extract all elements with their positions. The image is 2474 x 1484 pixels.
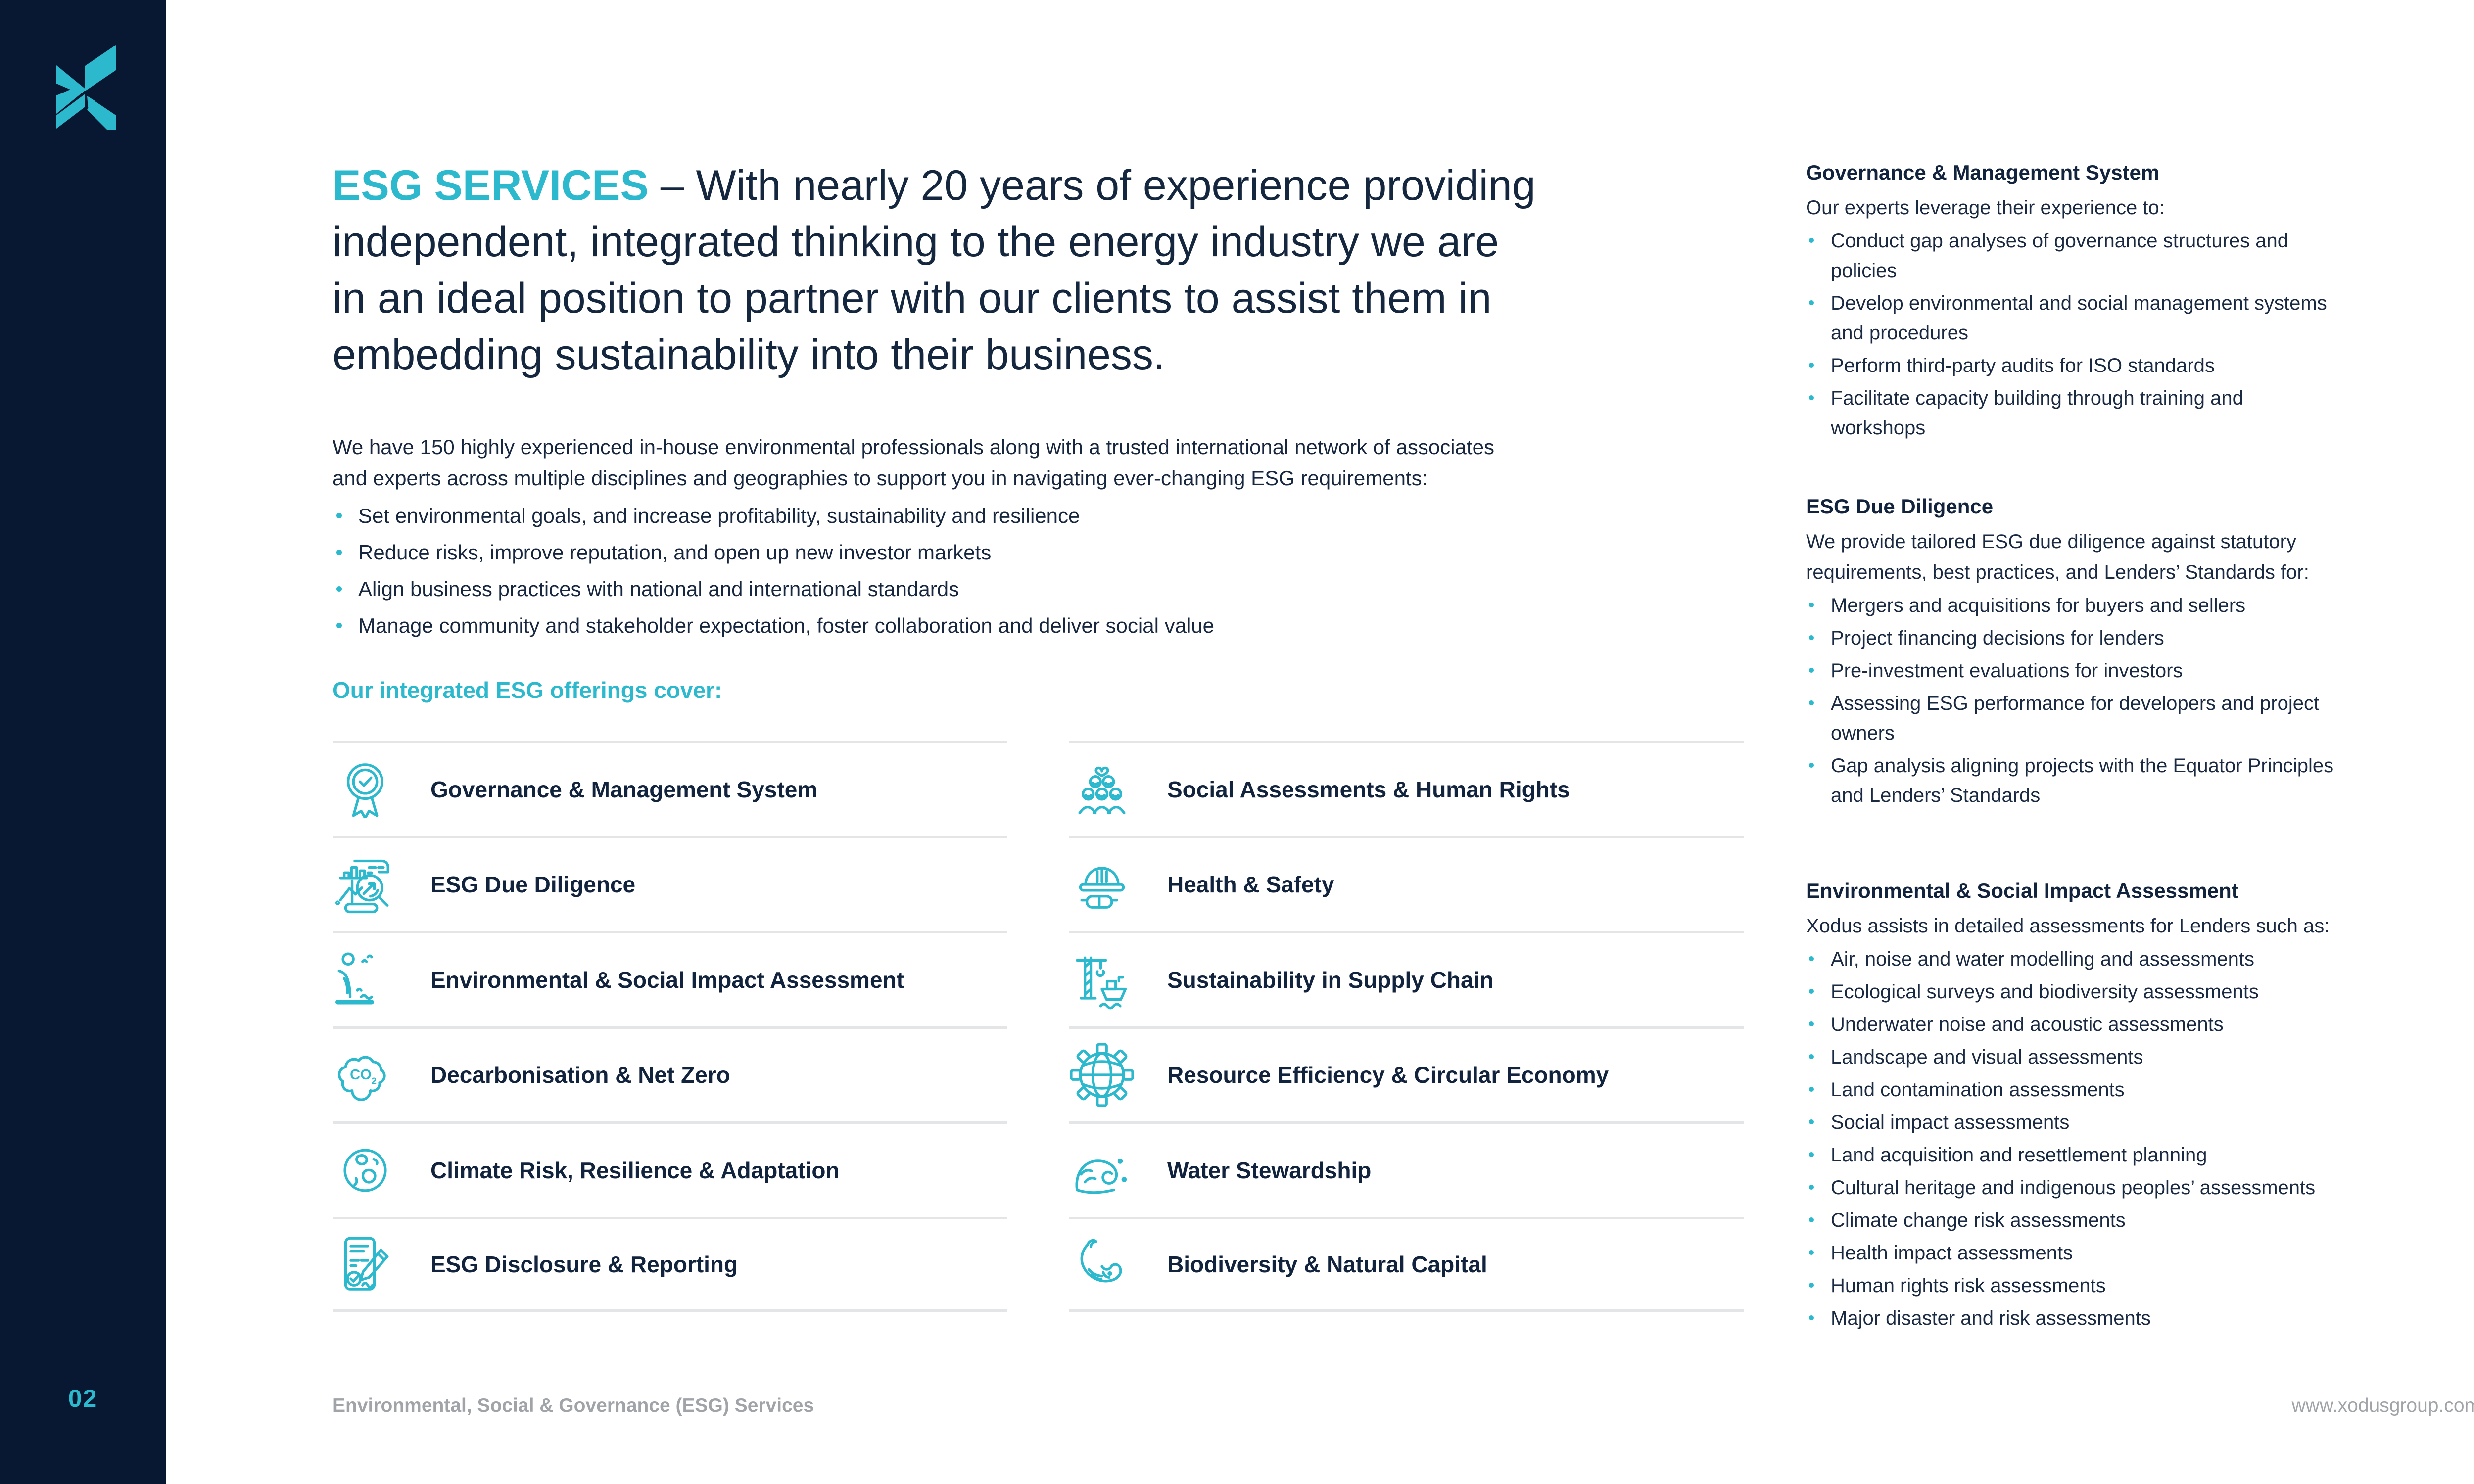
coastal-landscape-icon [333,943,398,1017]
award-ribbon-icon [333,752,398,827]
section-lead: We provide tailored ESG due diligence ag… [1806,531,2309,583]
list-item: Develop environmental and social managem… [1806,288,2474,348]
list-item: Reduce risks, improve reputation, and op… [333,537,1767,568]
xodus-x-logo-icon [56,45,116,130]
list-item: Perform third-party audits for ISO stand… [1806,351,2474,380]
offering-row: CO2 Decarbonisation & Net Zero [333,1026,1007,1122]
title-highlight: ESG SERVICES [333,162,649,209]
page-number: 02 [68,1385,98,1412]
globe-icon [333,1133,398,1207]
page-title: ESG SERVICES – With nearly 20 years of e… [333,157,1817,383]
list-item: Assessing ESG performance for developers… [1806,689,2474,748]
offerings-grid: Governance & Management System [333,741,1744,1312]
offering-label: Biodiversity & Natural Capital [1167,1251,1487,1277]
offering-label: Decarbonisation & Net Zero [430,1062,730,1088]
offering-row: ESG Due Diligence [333,835,1007,931]
section-title: Governance & Management System [1806,161,2160,184]
list-item: Land contamination assessments [1806,1075,2474,1105]
section-bullet-list: Air, noise and water modelling and asses… [1806,944,2474,1333]
list-item: Air, noise and water modelling and asses… [1806,944,2474,974]
offering-row: Resource Efficiency & Circular Economy [1069,1026,1744,1122]
offering-label: Environmental & Social Impact Assessment [430,967,904,993]
people-pyramid-heart-icon [1069,752,1135,827]
intro-paragraph: We have 150 highly experienced in-house … [333,435,1494,490]
list-item: Human rights risk assessments [1806,1271,2474,1300]
offering-row: Health & Safety [1069,835,1744,931]
list-item: Set environmental goals, and increase pr… [333,501,1767,531]
offerings-heading: Our integrated ESG offerings cover: [333,677,722,703]
list-item: Cultural heritage and indigenous peoples… [1806,1173,2474,1203]
list-item: Project financing decisions for lenders [1806,623,2474,653]
list-item: Pre-investment evaluations for investors [1806,656,2474,686]
list-item: Underwater noise and acoustic assessment… [1806,1010,2474,1039]
report-signature-icon [333,1227,398,1301]
offering-label: Resource Efficiency & Circular Economy [1167,1062,1609,1088]
crane-ship-icon [1069,943,1135,1017]
list-item: Manage community and stakeholder expecta… [333,610,1767,641]
footer-document-title: Environmental, Social & Governance (ESG)… [333,1395,814,1416]
offering-row: Environmental & Social Impact Assessment [333,931,1007,1026]
gear-globe-icon [1069,1038,1135,1112]
whale-icon [1069,1227,1135,1301]
offering-label: Water Stewardship [1167,1157,1372,1183]
co2-cloud-icon: CO2 [333,1038,398,1112]
list-item: Land acquisition and resettlement planni… [1806,1140,2474,1170]
hard-hat-goggles-icon [1069,847,1135,922]
svg-text:CO2: CO2 [350,1067,377,1086]
offering-label: ESG Due Diligence [430,872,636,898]
sidebar: 02 [0,0,166,1484]
offering-row: Sustainability in Supply Chain [1069,931,1744,1026]
ocean-wave-icon [1069,1133,1135,1207]
offering-label: Climate Risk, Resilience & Adaptation [430,1157,840,1183]
list-item: Ecological surveys and biodiversity asse… [1806,977,2474,1007]
section-lead: Our experts leverage their experience to… [1806,197,2165,219]
list-item: Social impact assessments [1806,1108,2474,1137]
offering-row: Biodiversity & Natural Capital [1069,1216,1744,1312]
offering-row: Water Stewardship [1069,1121,1744,1217]
list-item: Conduct gap analyses of governance struc… [1806,226,2474,285]
offerings-column-right: Social Assessments & Human Rights Health… [1069,741,1744,1312]
section-lead: Xodus assists in detailed assessments fo… [1806,915,2330,937]
offerings-column-left: Governance & Management System [333,741,1007,1312]
offering-row: Climate Risk, Resilience & Adaptation [333,1121,1007,1217]
list-item: Climate change risk assessments [1806,1206,2474,1235]
offering-row: Governance & Management System [333,741,1007,836]
offering-row: Social Assessments & Human Rights [1069,741,1744,836]
detail-section-governance: Governance & Management System Our exper… [1806,160,2474,443]
list-item: Gap analysis aligning projects with the … [1806,751,2474,810]
offering-label: ESG Disclosure & Reporting [430,1251,738,1277]
footer-website-url: www.xodusgroup.com [2291,1395,2474,1416]
list-item: Health impact assessments [1806,1238,2474,1268]
list-item: Facilitate capacity building through tra… [1806,383,2474,443]
offering-label: Sustainability in Supply Chain [1167,967,1494,993]
title-rest: – With nearly 20 years of experience pro… [333,162,1536,378]
section-title: ESG Due Diligence [1806,495,1994,518]
audit-magnifier-chart-icon [333,847,398,922]
list-item: Major disaster and risk assessments [1806,1303,2474,1333]
list-item: Landscape and visual assessments [1806,1042,2474,1072]
offering-label: Social Assessments & Human Rights [1167,776,1570,802]
section-bullet-list: Mergers and acquisitions for buyers and … [1806,591,2474,810]
list-item: Mergers and acquisitions for buyers and … [1806,591,2474,620]
offering-label: Governance & Management System [430,776,818,802]
detail-section-due-diligence: ESG Due Diligence We provide tailored ES… [1806,494,2474,810]
section-bullet-list: Conduct gap analyses of governance struc… [1806,226,2474,443]
offering-row: ESG Disclosure & Reporting [333,1216,1007,1312]
intro-bullet-list: Set environmental goals, and increase pr… [333,501,1767,647]
offering-label: Health & Safety [1167,872,1334,898]
detail-section-esia: Environmental & Social Impact Assessment… [1806,878,2474,1333]
list-item: Align business practices with national a… [333,574,1767,604]
section-title: Environmental & Social Impact Assessment [1806,879,2238,902]
